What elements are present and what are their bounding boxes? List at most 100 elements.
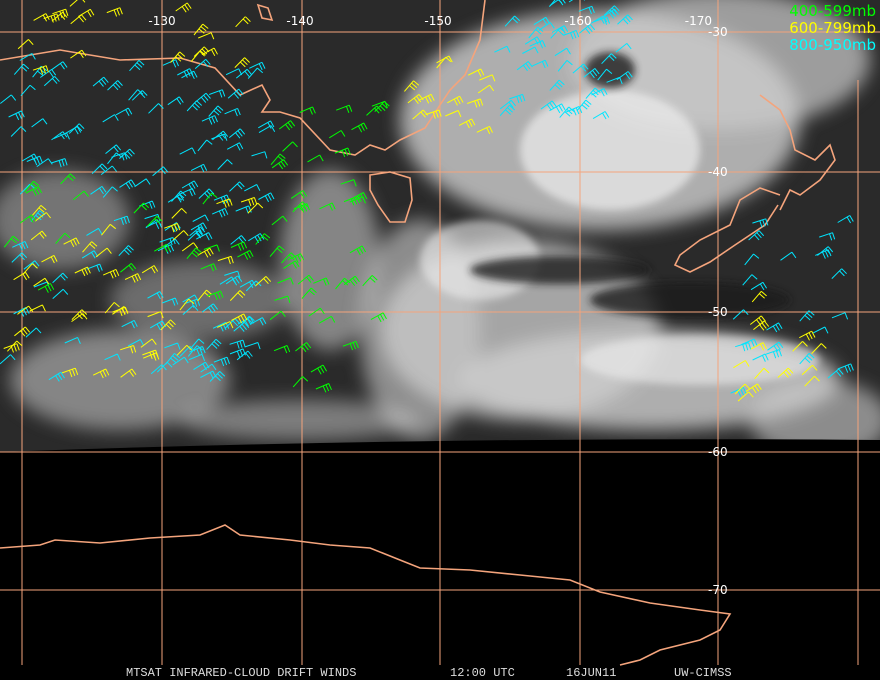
wind-barb (52, 288, 69, 299)
wind-barb (227, 88, 244, 99)
wind-barb (43, 76, 60, 87)
footer: MTSAT INFRARED-CLOUD DRIFT WINDS 12:00 U… (126, 666, 732, 680)
wind-barb (152, 166, 169, 177)
longitude-label: -140 (286, 14, 313, 28)
wind-barb (273, 345, 291, 354)
wind-barb (140, 338, 157, 348)
wind-barb (212, 130, 229, 141)
wind-barb (516, 61, 533, 72)
wind-barb (476, 125, 493, 135)
wind-barb (30, 210, 46, 222)
wind-barb (118, 245, 134, 257)
wind-barb (102, 114, 119, 123)
wind-barb (33, 277, 50, 287)
footer-product: MTSAT INFRARED-CLOUD DRIFT WINDS (126, 666, 356, 680)
wind-barb (447, 95, 464, 106)
wind-barb (167, 194, 185, 203)
wind-barb (229, 339, 246, 349)
wind-barb (750, 281, 768, 291)
wind-barb (299, 106, 316, 115)
wind-barb (25, 327, 42, 338)
wind-barb (477, 84, 495, 94)
wind-barb (533, 16, 550, 26)
footer-date: 16JUN11 (566, 666, 616, 680)
wind-barb (71, 309, 88, 320)
wind-barb (744, 253, 760, 266)
wind-barb (274, 295, 291, 303)
wind-barb (524, 36, 542, 45)
longitude-label: -170 (685, 14, 712, 28)
wind-barb (0, 354, 16, 365)
wind-barb (129, 60, 145, 72)
wind-barbs (0, 0, 854, 402)
wind-barb (0, 94, 17, 104)
wind-barb (549, 103, 566, 114)
wind-barb (467, 68, 485, 77)
wind-barb (228, 128, 246, 139)
wind-barb (190, 222, 208, 233)
wind-barb (211, 207, 229, 218)
wind-barb (119, 179, 136, 190)
wind-barb (412, 109, 429, 120)
wind-barb (100, 165, 117, 175)
wind-barb (224, 270, 241, 278)
wind-barb (258, 125, 276, 134)
latitude-label: -60 (708, 445, 728, 459)
wind-barb (230, 241, 248, 251)
wind-barb (734, 383, 751, 395)
wind-barb (374, 100, 390, 112)
wind-barb (436, 55, 453, 64)
wind-barb (82, 241, 98, 253)
wind-barb (51, 158, 68, 168)
wind-barb (765, 349, 782, 359)
wind-barb (86, 227, 103, 236)
wind-barb (258, 192, 275, 203)
wind-barb (149, 320, 167, 331)
wind-barb (188, 353, 206, 361)
wind-barb (172, 356, 189, 366)
wind-barb (362, 275, 378, 287)
wind-barb (522, 46, 539, 54)
wind-barb (34, 212, 51, 222)
wind-barb (164, 342, 181, 350)
wind-barb (63, 237, 80, 248)
wind-barb (578, 5, 595, 15)
wind-barb (601, 53, 617, 65)
wind-barb (12, 240, 29, 251)
wind-barb (119, 148, 135, 159)
wind-barb (124, 273, 142, 283)
wind-barb (217, 255, 234, 265)
wind-barb (287, 253, 305, 264)
wind-barb (370, 312, 387, 323)
wind-barb (749, 315, 766, 326)
wind-barb (597, 68, 613, 81)
wind-barb (32, 65, 49, 75)
wind-barb (107, 152, 123, 165)
wind-barb (572, 63, 589, 74)
wind-barb (592, 111, 610, 120)
wind-barb (479, 74, 496, 82)
wind-barb (182, 305, 199, 315)
wind-barb (319, 202, 336, 211)
wind-barb (197, 139, 213, 152)
wind-barb (315, 383, 332, 393)
wind-barb (750, 342, 767, 351)
wind-barb (225, 275, 243, 286)
wind-barb (154, 243, 171, 253)
wind-barb (102, 186, 118, 198)
wind-barb (72, 190, 89, 201)
wind-barb (148, 103, 164, 114)
wind-barb (540, 100, 557, 111)
wind-barb (271, 215, 288, 226)
wind-barb (201, 303, 218, 314)
wind-barb (566, 106, 583, 116)
wind-barb (147, 291, 164, 300)
wind-barb (801, 364, 818, 376)
wind-barb (551, 25, 569, 34)
wind-barb (404, 80, 420, 92)
wind-barb (95, 247, 112, 258)
wind-barb (831, 268, 847, 279)
wind-barb (31, 205, 47, 217)
wind-barb (113, 215, 130, 225)
wind-barb (192, 214, 209, 222)
